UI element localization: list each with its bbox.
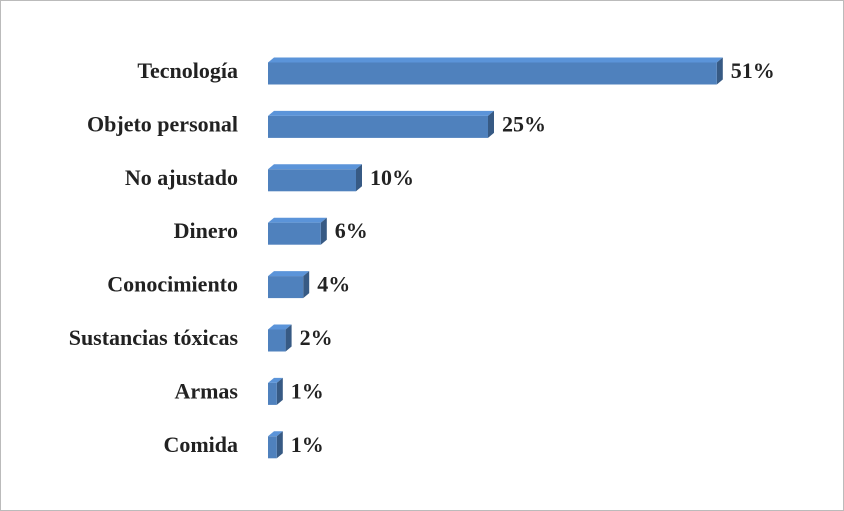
bar-top: [268, 377, 283, 383]
category-label: Sustancias tóxicas: [69, 325, 239, 350]
value-label: 2%: [300, 325, 333, 350]
bar-side: [320, 217, 327, 245]
bar-side: [303, 271, 310, 299]
bar: [268, 436, 277, 459]
value-label: 1%: [291, 432, 324, 457]
value-label: 10%: [370, 165, 414, 190]
bar-top: [268, 431, 283, 437]
bar-top: [268, 324, 292, 330]
bar-side: [488, 110, 494, 138]
bar-top: [268, 110, 494, 116]
bar-side: [276, 431, 283, 459]
bar-side: [356, 164, 362, 192]
bar-top: [268, 57, 723, 63]
category-label: Dinero: [174, 218, 238, 243]
bar-side: [716, 57, 723, 85]
value-label: 6%: [335, 218, 368, 243]
bar: [268, 329, 286, 352]
category-label: Objeto personal: [87, 111, 238, 136]
bar-top: [268, 217, 327, 223]
value-label: 51%: [731, 58, 775, 83]
bar-top: [268, 164, 362, 170]
value-label: 1%: [291, 378, 324, 403]
category-label: Comida: [163, 432, 238, 457]
bar: [268, 276, 304, 299]
bar: [268, 115, 488, 138]
bar: [268, 169, 356, 192]
bar-top: [268, 271, 310, 277]
bar: [268, 382, 277, 405]
category-label: No ajustado: [125, 165, 238, 190]
category-label: Conocimiento: [107, 272, 238, 297]
value-label: 25%: [502, 111, 546, 136]
category-label: Armas: [174, 378, 238, 403]
bar-side: [276, 377, 283, 405]
bar-side: [285, 324, 292, 352]
value-label: 4%: [317, 272, 350, 297]
category-label: Tecnología: [137, 58, 238, 83]
bar: [268, 222, 321, 245]
bar: [268, 62, 717, 85]
